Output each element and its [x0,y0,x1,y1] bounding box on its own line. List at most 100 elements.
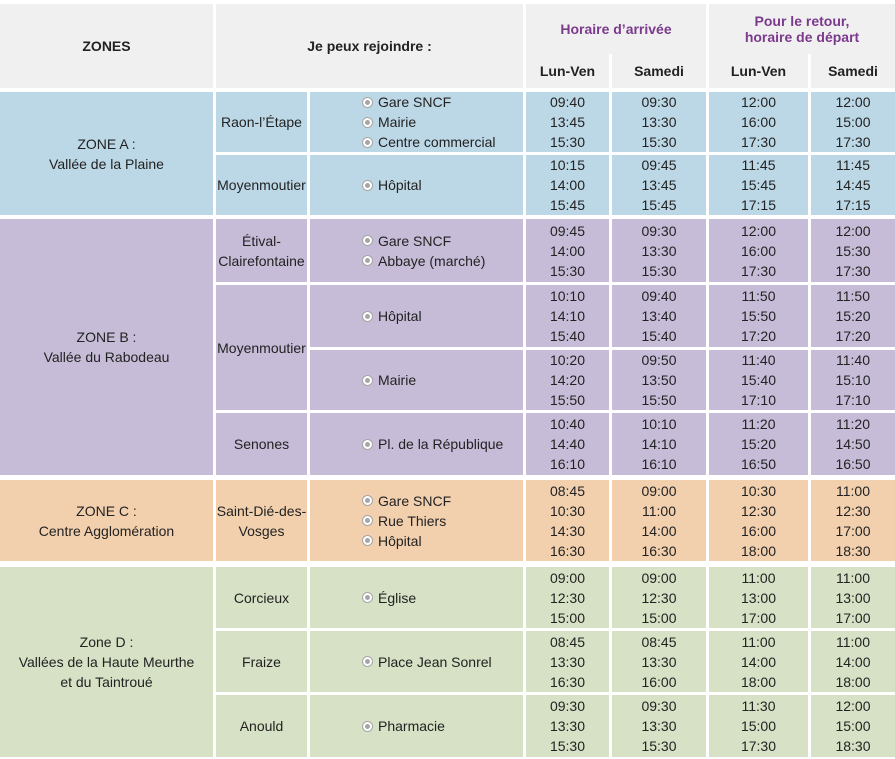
time-value: 16:00 [740,114,777,130]
time-cell-arr-wd: 09:00 12:30 15:00 [526,567,609,628]
stop-name: Hôpital [378,177,422,193]
stop-bullet-icon [362,116,373,128]
time-value: 15:20 [740,436,777,452]
time-value: 09:30 [641,698,677,714]
time-value: 12:00 [740,94,777,110]
time-value: 15:40 [740,372,777,388]
stop-bullet-icon [362,515,373,526]
time-value: 12:00 [835,222,871,239]
time-value: 15:30 [549,262,586,279]
time-value: 13:30 [549,653,586,670]
time-value: 16:50 [835,456,871,472]
time-value: 18:30 [835,738,871,754]
stop-name: Gare SNCF [378,94,452,110]
zone-name: Vallées de la Haute Meurthe [18,654,195,670]
time-value: 11:00 [836,569,870,586]
time-value: 11:00 [836,482,870,499]
town-name: Anould [239,718,284,734]
town-cell: Raon-l’Étape [216,92,307,152]
stop-item: Hôpital [362,175,523,195]
time-value: 08:45 [549,482,586,499]
header-zones-label: ZONES [82,38,131,54]
zone-title: ZONE A : [77,135,136,152]
town-name: Corcieux [233,589,290,606]
stop-item: Centre commercial [362,132,523,152]
stop-bullet-icon [362,656,373,667]
stop-name: Abbaye (marché) [378,252,486,269]
time-cell-ret-sa: 11:00 12:30 17:00 18:30 [811,480,895,561]
time-value: 13:50 [641,372,677,388]
time-cell-arr-sa: 09:40 13:40 15:40 [612,285,706,347]
time-cell-ret-sa: 11:50 15:20 17:20 [811,285,895,347]
stop-bullet-icon [362,720,373,732]
stops-cell: Pl. de la République [310,413,523,475]
time-value: 15:00 [835,718,871,734]
stop-bullet-icon [362,374,373,386]
zone-cell: ZONE B : Vallée du Rabodeau [0,219,213,475]
town-name: Fraize [242,653,281,670]
time-value: 15:00 [740,718,777,734]
time-cell-ret-sa: 11:00 13:00 17:00 [811,567,895,628]
time-cell-arr-wd: 09:45 14:00 15:30 [526,219,609,282]
zone-name: Vallée de la Plaine [49,155,164,172]
time-value: 15:00 [549,609,586,626]
time-cell-ret-sa: 12:00 15:30 17:30 [811,219,895,282]
time-cell-arr-wd: 08:45 13:30 16:30 [526,631,609,692]
time-value: 13:45 [549,114,586,130]
time-cell-ret-sa: 11:40 15:10 17:10 [811,350,895,410]
town-cell: Saint-Dié-des- Vosges [216,480,307,561]
time-value: 09:30 [641,94,677,110]
header-day-weekday: Lun-Ven [526,54,609,88]
stop-bullet-icon [362,592,373,603]
zone-name-cont: et du Taintroué [60,674,153,690]
town-name: Raon-l’Étape [221,114,302,130]
time-cell-ret-wd: 11:40 15:40 17:10 [709,350,808,410]
stop-bullet-icon [362,96,373,108]
time-value: 13:30 [549,718,586,734]
time-value: 15:00 [835,114,871,130]
time-value: 11:30 [741,698,776,714]
header-arrival: Horaire d’arrivée [526,4,706,54]
time-value: 12:00 [740,222,777,239]
time-cell-arr-wd: 10:20 14:20 15:50 [526,350,609,410]
time-value: 14:00 [549,177,586,193]
time-cell-arr-sa: 09:30 13:30 15:30 [612,92,706,152]
time-value: 14:10 [549,308,586,324]
header-return-line2: horaire de départ [744,29,860,45]
time-value: 10:20 [549,352,586,368]
time-value: 15:45 [549,197,586,213]
time-value: 15:50 [549,392,586,408]
header-day-label: Lun-Ven [539,63,596,79]
stops-cell: Mairie [310,350,523,410]
time-value: 14:45 [835,177,871,193]
time-value: 16:50 [740,456,777,472]
stop-item: Pharmacie [362,716,523,736]
time-value: 17:30 [835,134,871,150]
header-day-weekday: Lun-Ven [709,54,808,88]
time-value: 14:10 [641,436,677,452]
time-value: 16:10 [641,456,677,472]
header-join: Je peux rejoindre : [216,4,523,88]
time-value: 14:00 [549,242,586,259]
time-value: 09:30 [641,222,677,239]
stop-item: Gare SNCF [362,491,523,511]
header-day-label: Samedi [634,63,684,79]
time-value: 14:30 [549,522,586,539]
time-value: 09:40 [641,288,677,304]
time-cell-arr-sa: 09:30 13:30 15:30 [612,219,706,282]
time-value: 11:00 [642,502,676,519]
time-value: 15:00 [641,609,677,626]
time-value: 16:00 [641,673,677,690]
time-value: 13:30 [641,653,677,670]
time-value: 17:15 [740,197,777,213]
header-day-label: Lun-Ven [730,63,787,79]
time-value: 09:50 [641,352,677,368]
time-cell-arr-sa: 09:50 13:50 15:50 [612,350,706,410]
time-value: 10:10 [641,416,677,432]
town-cell: Moyenmoutier [216,285,307,410]
stop-item: Église [362,588,523,608]
time-cell-arr-sa: 09:00 12:30 15:00 [612,567,706,628]
time-value: 15:40 [641,328,677,344]
time-value: 18:00 [835,673,871,690]
time-value: 11:40 [741,352,776,368]
